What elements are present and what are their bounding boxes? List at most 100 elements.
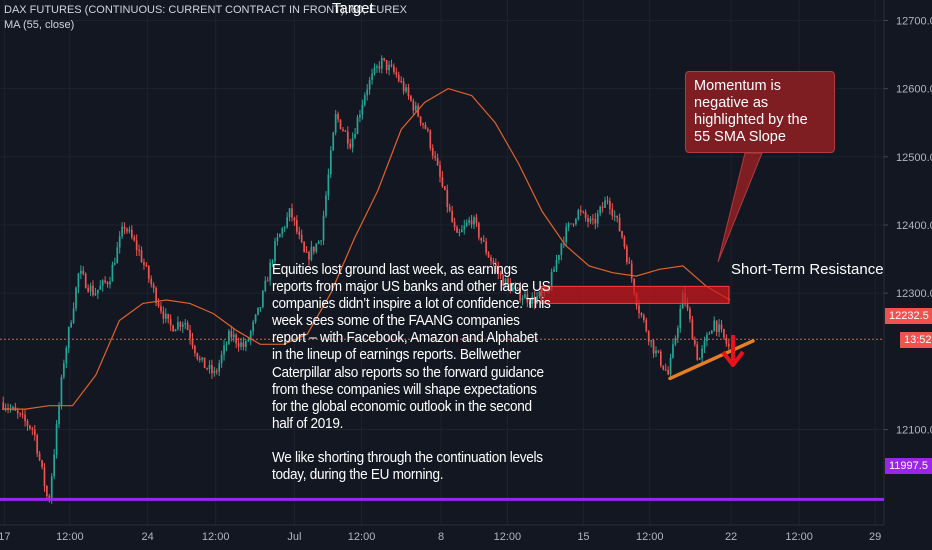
candle-body (50, 476, 53, 501)
candle-body (274, 241, 276, 262)
candle-body (116, 247, 119, 264)
candle-body (322, 215, 325, 241)
candle-body (123, 226, 126, 229)
candle-body (128, 229, 131, 232)
candle-body (104, 280, 106, 283)
candle-body (67, 327, 70, 349)
y-tick-label: 12300.0 (896, 288, 932, 300)
candle-body (626, 246, 628, 263)
candle-body (240, 342, 242, 347)
resistance-label: Short-Term Resistance (731, 261, 884, 278)
candle-body (298, 231, 301, 235)
x-tick-label: 15 (577, 531, 589, 543)
candle-body (575, 219, 577, 224)
candle-body (494, 263, 497, 267)
candle-body (329, 150, 332, 175)
candle-body (237, 343, 240, 347)
candle-body (213, 370, 216, 374)
support-price-tag: 11997.5 (885, 458, 932, 474)
candle-body (208, 364, 211, 370)
candle-body (507, 278, 509, 283)
candle-body (201, 357, 204, 360)
candle-body (536, 296, 538, 304)
candle-body (453, 221, 456, 228)
candle-body (361, 104, 364, 115)
candle-body (72, 308, 75, 323)
candle-body (584, 211, 587, 218)
candle-body (339, 119, 342, 130)
candle-body (664, 369, 667, 371)
candle-body (606, 200, 609, 202)
candle-body (667, 370, 669, 375)
candle-body (295, 220, 298, 232)
candle-body (60, 377, 63, 406)
candle-body (652, 340, 655, 354)
candle-body (473, 217, 475, 225)
candle-body (570, 223, 572, 225)
candle-body (691, 319, 694, 340)
candle-body (303, 241, 305, 252)
candle-body (242, 342, 245, 347)
candle-body (220, 354, 223, 364)
candle-body (174, 329, 177, 332)
candle-body (531, 296, 534, 304)
candle-body (232, 334, 235, 338)
candle-body (594, 218, 597, 224)
candle-body (26, 421, 29, 426)
candle-body (533, 296, 536, 304)
candle-body (349, 143, 352, 148)
candle-body (521, 298, 524, 301)
candle-body (230, 331, 233, 338)
candle-body (475, 217, 478, 224)
candle-body (511, 287, 514, 292)
candle-body (679, 308, 682, 328)
candle-body (579, 210, 582, 212)
time-axis: 17 12:00 24 12:00 Jul 12:00 8 12:00 15 12:00 22 12:… (0, 531, 881, 543)
candle-body (259, 307, 262, 309)
candle-body (325, 195, 327, 216)
candle-body (262, 291, 264, 308)
y-tick-label: 12400.0 (896, 220, 932, 232)
x-tick-label: 12:00 (785, 531, 813, 543)
candle-body (645, 319, 648, 332)
candle-body (206, 368, 208, 370)
candle-body (727, 343, 730, 347)
momentum-callout: Momentum is negative as highlighted by t… (685, 71, 835, 153)
candle-body (300, 234, 303, 242)
candle-body (492, 261, 495, 264)
candle-body (701, 348, 703, 358)
candle-body (150, 278, 153, 285)
candle-body (172, 325, 174, 332)
x-tick-label: Jul (287, 531, 301, 543)
x-tick-label: 17 (0, 531, 11, 543)
candle-body (482, 240, 485, 242)
candle-body (12, 407, 14, 409)
x-tick-label: 29 (869, 531, 881, 543)
candle-body (592, 218, 594, 220)
candle-body (264, 280, 267, 292)
candle-body (490, 257, 492, 262)
candle-body (99, 285, 102, 290)
candle-body (456, 227, 458, 233)
candle-body (337, 113, 339, 120)
candle-body (184, 323, 187, 325)
candle-body (621, 231, 623, 238)
candle-body (354, 134, 356, 138)
candle-body (215, 370, 218, 372)
candle-body (696, 344, 699, 360)
countdown-tag: 13:52 (900, 332, 932, 348)
candle-body (254, 314, 257, 322)
candle-body (378, 66, 381, 69)
commentary-text: Equities lost ground last week, as earni… (272, 262, 551, 501)
candle-body (390, 64, 393, 67)
candle-body (555, 259, 558, 270)
candle-body (672, 344, 674, 358)
candle-body (655, 350, 657, 354)
candle-body (80, 270, 82, 274)
candle-body (356, 117, 359, 135)
candle-body (346, 131, 349, 144)
candle-body (419, 116, 422, 124)
candle-body (245, 340, 247, 347)
candle-body (342, 129, 344, 131)
